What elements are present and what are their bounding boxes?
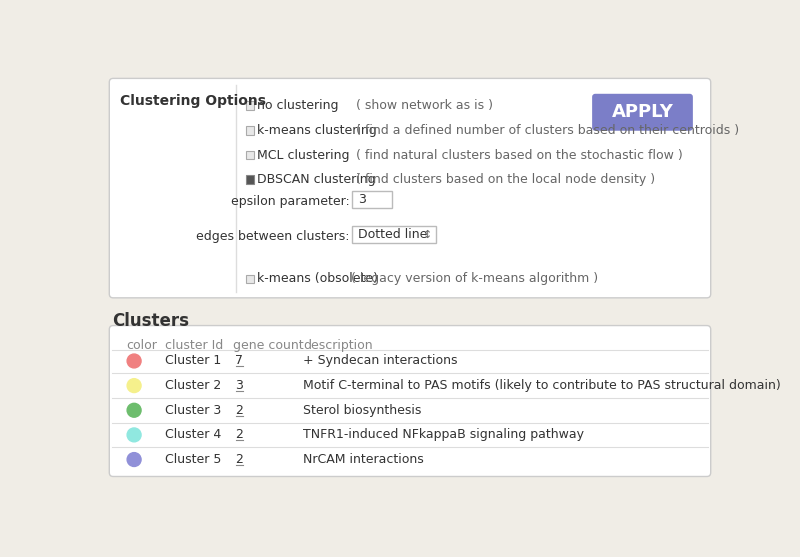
Text: Clustering Options: Clustering Options (120, 94, 266, 108)
Text: k-means (obsolete): k-means (obsolete) (257, 272, 378, 286)
Text: color: color (126, 339, 158, 353)
Bar (246, 175, 254, 184)
FancyBboxPatch shape (110, 325, 710, 476)
Bar (246, 151, 254, 159)
Text: ↕: ↕ (423, 229, 433, 240)
Circle shape (127, 379, 141, 393)
Bar (352, 191, 392, 208)
Text: edges between clusters:: edges between clusters: (196, 230, 350, 243)
Text: Cluster 1: Cluster 1 (165, 354, 222, 368)
Text: cluster Id: cluster Id (165, 339, 223, 353)
Text: ( find clusters based on the local node density ): ( find clusters based on the local node … (356, 173, 655, 186)
Text: Cluster 3: Cluster 3 (165, 404, 222, 417)
Text: 2: 2 (235, 453, 243, 466)
Text: ( legacy version of k-means algorithm ): ( legacy version of k-means algorithm ) (351, 272, 598, 286)
Text: NrCAM interactions: NrCAM interactions (303, 453, 424, 466)
Text: Cluster 5: Cluster 5 (165, 453, 222, 466)
Text: gene count: gene count (234, 339, 304, 353)
Text: no clustering: no clustering (257, 99, 338, 112)
Circle shape (127, 354, 141, 368)
Text: ( show network as is ): ( show network as is ) (356, 99, 493, 112)
Bar (246, 275, 254, 283)
Text: k-means clustering: k-means clustering (257, 124, 376, 137)
Text: + Syndecan interactions: + Syndecan interactions (303, 354, 458, 368)
Text: 2: 2 (235, 428, 243, 441)
Text: Motif C-terminal to PAS motifs (likely to contribute to PAS structural domain): Motif C-terminal to PAS motifs (likely t… (303, 379, 781, 392)
Text: TNFR1-induced NFkappaB signaling pathway: TNFR1-induced NFkappaB signaling pathway (303, 428, 584, 441)
Text: Cluster 2: Cluster 2 (165, 379, 222, 392)
FancyBboxPatch shape (592, 94, 693, 131)
Text: ( find a defined number of clusters based on their centroids ): ( find a defined number of clusters base… (356, 124, 739, 137)
Text: APPLY: APPLY (611, 103, 674, 121)
Text: 2: 2 (235, 404, 243, 417)
Text: 3: 3 (235, 379, 243, 392)
Bar (246, 126, 254, 135)
Text: 3: 3 (358, 193, 366, 206)
Bar (246, 101, 254, 110)
Text: DBSCAN clustering: DBSCAN clustering (257, 173, 375, 186)
Text: epsilon parameter:: epsilon parameter: (231, 195, 350, 208)
Text: Cluster 4: Cluster 4 (165, 428, 222, 441)
Text: Dotted line: Dotted line (358, 228, 427, 241)
FancyBboxPatch shape (110, 79, 710, 298)
Text: description: description (303, 339, 373, 353)
Text: Clusters: Clusters (112, 312, 190, 330)
Bar (352, 226, 435, 243)
Text: MCL clustering: MCL clustering (257, 149, 349, 162)
Circle shape (127, 453, 141, 466)
Text: 7: 7 (235, 354, 243, 368)
Circle shape (127, 428, 141, 442)
Text: Sterol biosynthesis: Sterol biosynthesis (303, 404, 422, 417)
Text: ( find natural clusters based on the stochastic flow ): ( find natural clusters based on the sto… (356, 149, 682, 162)
Circle shape (127, 403, 141, 417)
